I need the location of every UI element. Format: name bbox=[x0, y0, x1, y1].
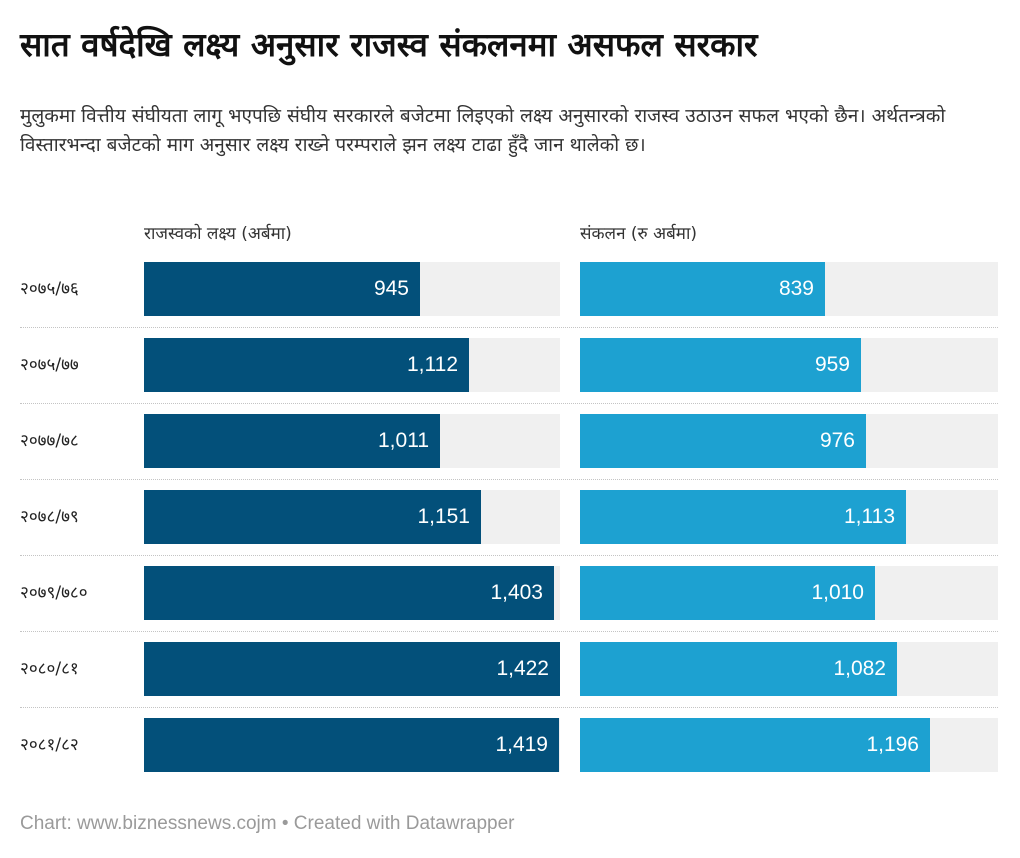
bar-value-label: 976 bbox=[819, 429, 855, 452]
row-divider bbox=[20, 555, 998, 556]
row-label: २०७८/७९ bbox=[20, 507, 79, 527]
bar-target bbox=[144, 718, 559, 772]
bar-value-label: 1,112 bbox=[407, 353, 458, 376]
bar-value-label: 1,196 bbox=[866, 733, 919, 756]
bar-track-collection: 1,113 bbox=[580, 490, 998, 544]
bar-target bbox=[144, 262, 420, 316]
bar-value-label: 839 bbox=[778, 277, 814, 300]
bar-collection bbox=[580, 642, 897, 696]
bar-track-target: 945 bbox=[144, 262, 560, 316]
row-label: २०८१/८२ bbox=[20, 735, 79, 755]
bar-track-target: 1,112 bbox=[144, 338, 560, 392]
bar-value-label: 1,151 bbox=[417, 505, 470, 528]
chart-description: मुलुकमा वित्तीय संघीयता लागू भएपछि संघीय… bbox=[20, 105, 946, 156]
bar-target bbox=[144, 338, 469, 392]
chart-footer: Chart: www.biznessnews.cojm • Created wi… bbox=[20, 813, 515, 834]
bar-track-collection: 1,082 bbox=[580, 642, 998, 696]
column-header-target: राजस्वको लक्ष्य (अर्बमा) bbox=[144, 224, 292, 244]
bar-value-label: 1,011 bbox=[378, 429, 429, 452]
row-label: २०७५/७७ bbox=[20, 355, 79, 375]
bar-track-collection: 839 bbox=[580, 262, 998, 316]
bar-target bbox=[144, 566, 554, 620]
row-divider bbox=[20, 479, 998, 480]
bar-value-label: 1,403 bbox=[490, 581, 543, 604]
bar-collection bbox=[580, 338, 861, 392]
row-divider bbox=[20, 707, 998, 708]
bar-target bbox=[144, 490, 481, 544]
bar-track-collection: 1,010 bbox=[580, 566, 998, 620]
bar-track-target: 1,151 bbox=[144, 490, 560, 544]
row-label: २०७७/७८ bbox=[20, 431, 79, 451]
column-header-collection: संकलन (रु अर्बमा) bbox=[580, 224, 698, 244]
row-divider bbox=[20, 403, 998, 404]
bar-value-label: 959 bbox=[814, 353, 850, 376]
row-label: २०७९/७८० bbox=[20, 583, 88, 603]
bar-target bbox=[144, 414, 440, 468]
chart-title: सात वर्षदेखि लक्ष्य अनुसार राजस्व संकलनम… bbox=[20, 25, 758, 64]
bar-track-target: 1,011 bbox=[144, 414, 560, 468]
bar-value-label: 1,010 bbox=[811, 581, 864, 604]
bar-collection bbox=[580, 718, 930, 772]
bar-collection bbox=[580, 262, 825, 316]
bar-track-target: 1,403 bbox=[144, 566, 560, 620]
row-label: २०८०/८१ bbox=[20, 659, 79, 679]
bar-collection bbox=[580, 414, 866, 468]
bar-track-collection: 959 bbox=[580, 338, 998, 392]
row-divider bbox=[20, 631, 998, 632]
row-divider bbox=[20, 327, 998, 328]
bar-value-label: 945 bbox=[373, 277, 409, 300]
bar-track-collection: 1,196 bbox=[580, 718, 998, 772]
bar-target bbox=[144, 642, 560, 696]
bar-track-target: 1,422 bbox=[144, 642, 560, 696]
bar-collection bbox=[580, 566, 875, 620]
bar-value-label: 1,422 bbox=[496, 657, 549, 680]
bar-collection bbox=[580, 490, 906, 544]
bar-track-target: 1,419 bbox=[144, 718, 560, 772]
row-label: २०७५/७६ bbox=[20, 279, 79, 299]
bar-track-collection: 976 bbox=[580, 414, 998, 468]
bar-value-label: 1,082 bbox=[833, 657, 886, 680]
bar-value-label: 1,419 bbox=[495, 733, 548, 756]
bar-value-label: 1,113 bbox=[844, 505, 895, 528]
